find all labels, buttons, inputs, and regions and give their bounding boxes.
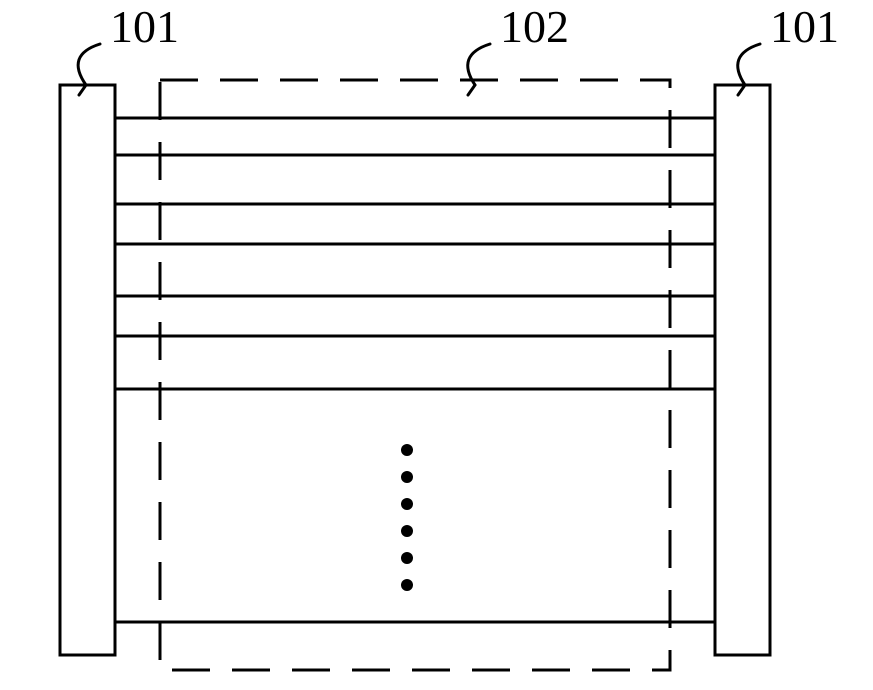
ellipsis-dot-2 [401,498,413,510]
diagram-canvas: 101 102 101 [0,0,873,690]
ellipsis-dot-1 [401,471,413,483]
ellipsis-dot-0 [401,444,413,456]
pillar-101-right [715,85,770,655]
pillar-101-left [60,85,115,655]
label-center: 102 [500,1,569,52]
ellipsis-dot-5 [401,579,413,591]
label-left: 101 [110,1,179,52]
label-right: 101 [770,1,839,52]
ellipsis-dot-3 [401,525,413,537]
ellipsis-dot-4 [401,552,413,564]
